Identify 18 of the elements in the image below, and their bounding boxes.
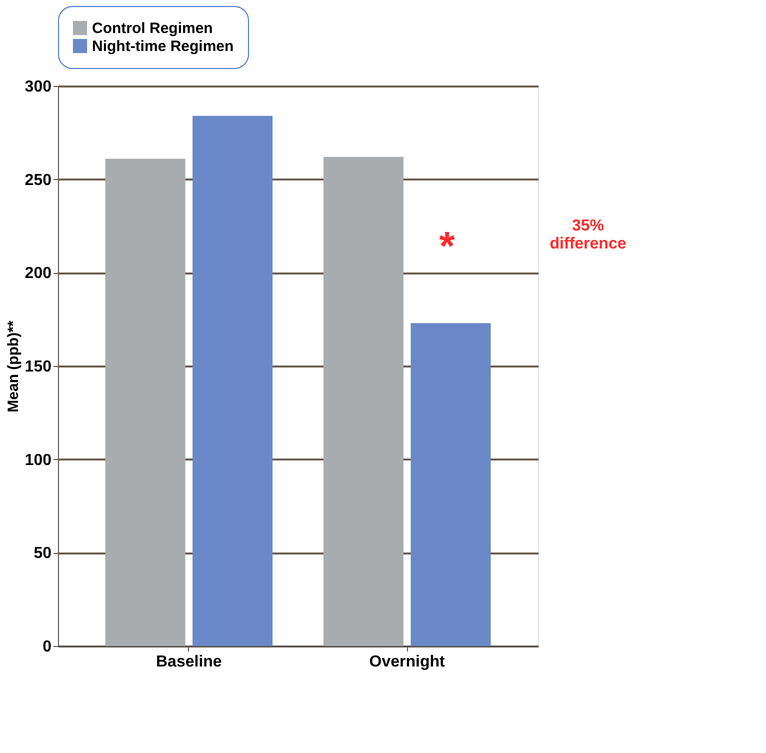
- annotation: *: [439, 224, 456, 268]
- y-tick-label: 200: [24, 265, 52, 282]
- x-tick-label: Overnight: [369, 654, 446, 670]
- y-axis-title: Mean (ppb)**: [4, 320, 22, 412]
- bar: [323, 156, 404, 646]
- y-tick-label: 250: [24, 172, 52, 189]
- bar: [192, 116, 273, 646]
- x-tick-label: Baseline: [156, 654, 222, 670]
- y-tick-label: 50: [34, 545, 52, 562]
- y-tick-label: 100: [24, 452, 52, 469]
- y-tick-label: 0: [42, 638, 52, 656]
- bar: [105, 158, 186, 646]
- legend-label: Control Regimen: [92, 20, 213, 37]
- legend-label: Night-time Regimen: [92, 38, 234, 55]
- text: 35% difference: [550, 217, 626, 252]
- y-tick-label: 150: [24, 358, 52, 376]
- y-tick-label: 300: [24, 78, 52, 96]
- bar: [410, 323, 491, 646]
